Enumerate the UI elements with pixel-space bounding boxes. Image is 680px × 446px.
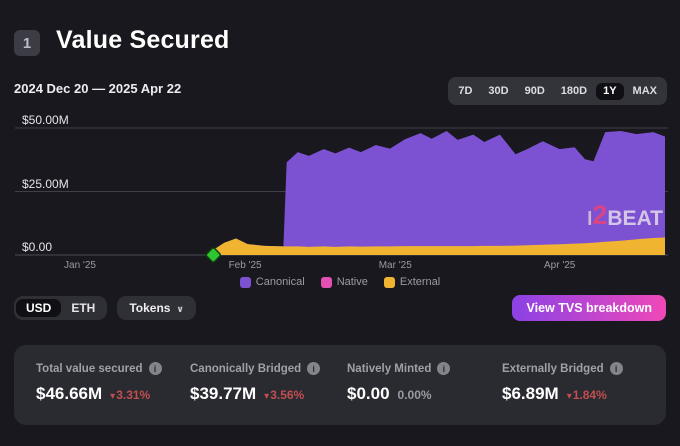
stat-change: ▾ 1.84% [566, 388, 607, 402]
area-external [213, 237, 666, 255]
legend-label: External [399, 276, 441, 288]
unit-button-usd[interactable]: USD [16, 299, 62, 317]
info-icon[interactable]: i [609, 362, 623, 375]
stats-panel: Total value secured i $46.66M ▾ 3.31% Can… [14, 345, 666, 425]
tokens-label: Tokens [129, 301, 171, 315]
stat-label: Total value secured [36, 362, 143, 375]
legend-label: Canonical [255, 276, 305, 288]
tokens-dropdown[interactable]: Tokens ∨ [117, 296, 196, 320]
stat-value: $46.66M [36, 384, 103, 403]
l2beat-logo-watermark: l 2 BEAT [587, 200, 663, 230]
chevron-down-icon: ∨ [176, 303, 184, 314]
legend-item-canonical[interactable]: Canonical [239, 276, 305, 288]
y-axis-label: $0.00 [22, 240, 53, 254]
stat-change: ▾0.00% [397, 388, 432, 402]
info-icon[interactable]: i [437, 362, 451, 375]
range-button-90d[interactable]: 90D [518, 83, 552, 100]
milestone-marker[interactable] [205, 247, 222, 263]
range-button-max[interactable]: MAX [626, 83, 664, 100]
stat-value: $6.89M [502, 384, 559, 403]
stat-natively-minted: Natively Minted i $0.00 ▾0.00% [347, 362, 502, 425]
tvs-chart[interactable]: $50.00M $25.00M $0.00 Jan '25 Feb '25 Mar '2… [0, 108, 680, 274]
legend-swatch [383, 276, 395, 288]
down-arrow-icon: ▾ [110, 391, 116, 402]
info-icon[interactable]: i [307, 362, 321, 375]
stat-value: $39.77M [190, 384, 257, 403]
time-range-selector: 7D 30D 90D 180D 1Y MAX [448, 77, 667, 105]
y-axis-label: $25.00M [22, 176, 69, 191]
legend-item-external[interactable]: External [383, 276, 441, 288]
range-button-1y[interactable]: 1Y [596, 82, 624, 100]
chart-legend: Canonical Native External [0, 276, 680, 288]
unit-toggle: USD ETH [14, 296, 108, 320]
chart-canvas[interactable] [0, 108, 680, 274]
unit-button-eth[interactable]: ETH [61, 299, 105, 317]
stat-value: $0.00 [347, 384, 390, 403]
range-button-180d[interactable]: 180D [554, 83, 594, 100]
down-arrow-icon: ▾ [566, 391, 572, 402]
section-number-badge: 1 [14, 30, 40, 56]
range-button-7d[interactable]: 7D [451, 83, 479, 100]
legend-item-native[interactable]: Native [320, 276, 368, 288]
info-icon[interactable]: i [148, 362, 162, 375]
x-axis-label: Feb '25 [228, 260, 262, 271]
area-canonical [213, 131, 666, 255]
x-axis-label: Mar '25 [378, 260, 412, 271]
legend-label: Native [336, 276, 368, 288]
legend-swatch [239, 276, 251, 288]
x-axis-label: Apr '25 [544, 260, 576, 271]
view-tvs-breakdown-button[interactable]: View TVS breakdown [512, 295, 666, 321]
stat-total-value-secured: Total value secured i $46.66M ▾ 3.31% [36, 362, 190, 425]
chart-controls: USD ETH Tokens ∨ View TVS breakdown [14, 294, 666, 322]
stat-change: ▾ 3.31% [110, 388, 151, 402]
page-title: Value Secured [56, 26, 230, 54]
stat-label: Externally Bridged [502, 362, 604, 375]
stat-canonically-bridged: Canonically Bridged i $39.77M ▾ 3.56% [190, 362, 347, 425]
stat-externally-bridged: Externally Bridged i $6.89M ▾ 1.84% [502, 362, 666, 425]
stat-change: ▾ 3.56% [264, 388, 305, 402]
stat-label: Canonically Bridged [190, 362, 302, 375]
legend-swatch [320, 276, 332, 288]
y-axis-label: $50.00M [22, 113, 69, 127]
range-button-30d[interactable]: 30D [481, 83, 515, 100]
date-range: 2024 Dec 20 — 2025 Apr 22 [14, 81, 182, 96]
stat-label: Natively Minted [347, 362, 432, 375]
x-axis-label: Jan '25 [64, 260, 96, 271]
down-arrow-icon: ▾ [264, 391, 270, 402]
